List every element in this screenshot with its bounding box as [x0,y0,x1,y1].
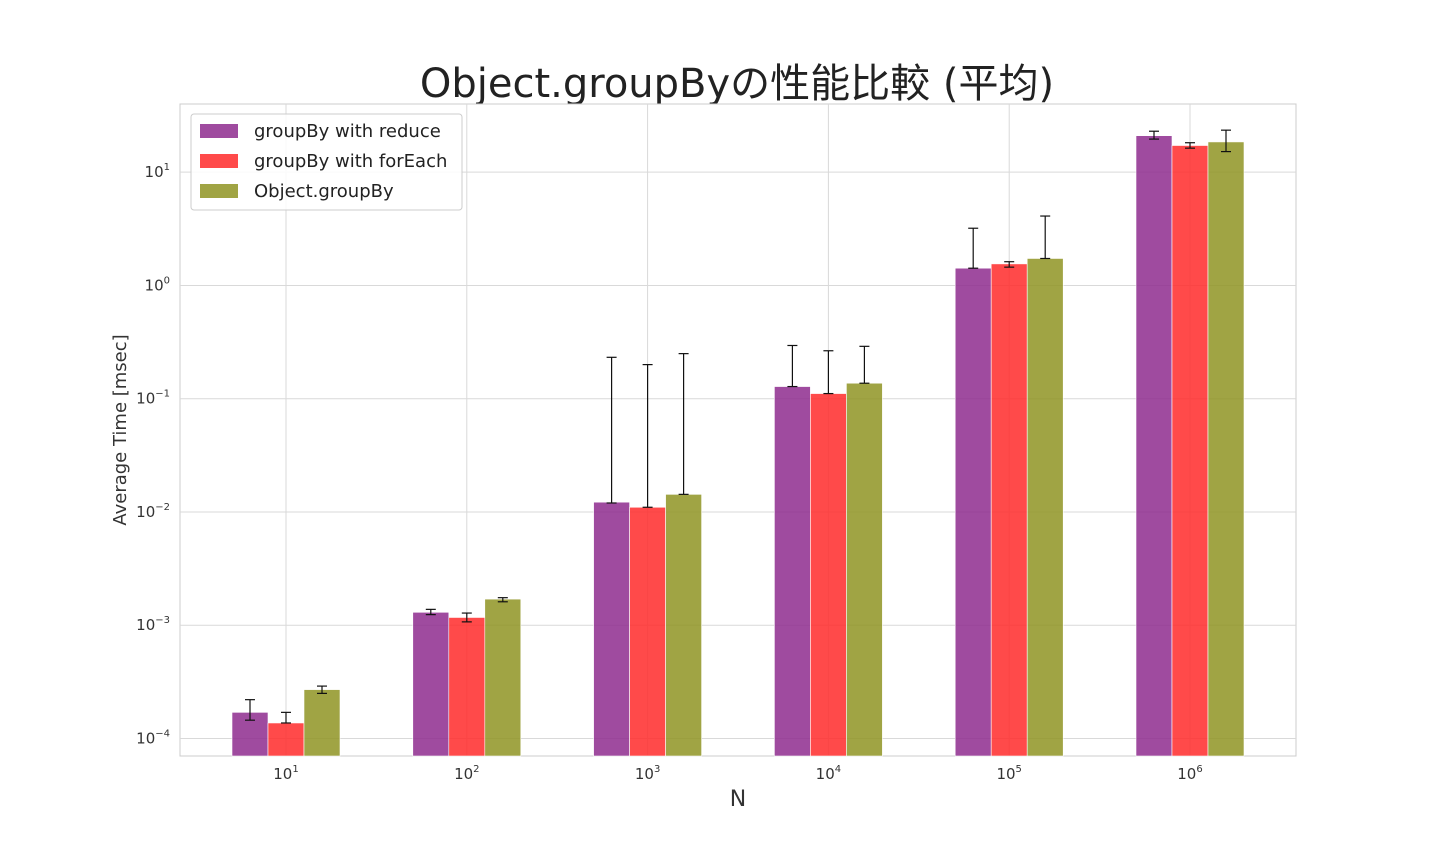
legend-swatch [200,184,238,198]
plot-area [179,103,1297,757]
bar [990,263,1028,757]
bar [448,617,486,757]
legend: groupBy with reduce groupBy with forEach O… [190,113,463,211]
chart-title: Object.groupByの性能比較 (平均) [420,61,1054,107]
x-tick-label: 101 [273,764,298,783]
bar [1026,258,1064,757]
legend-box [190,113,463,211]
legend-swatch [200,124,238,138]
x-tick-label: 105 [996,764,1021,783]
x-tick-label: 104 [816,764,841,783]
y-axis-label: Average Time [msec] [110,334,131,525]
bar [954,267,992,757]
legend-label: groupBy with reduce [254,121,441,142]
bar [846,382,883,757]
bar [665,494,702,757]
bar [303,689,341,757]
bars [231,135,1245,757]
x-tick-label: 106 [1177,764,1202,783]
bar [267,722,305,757]
y-tick-label: 10−1 [136,389,170,408]
y-tick-label: 10−2 [136,502,170,521]
bar [1171,145,1209,757]
y-tick-label: 101 [145,162,170,181]
error-bars [245,129,1231,724]
y-axis-ticks: 10−4 10−3 10−2 10−1 100 101 [136,162,170,747]
x-axis-ticks: 101 102 103 104 105 106 [273,764,1202,783]
bar [412,611,450,757]
legend-label: groupBy with forEach [254,151,447,172]
bar [1207,141,1245,757]
bar [484,598,522,757]
y-tick-label: 10−4 [136,728,170,747]
legend-swatch [200,154,238,168]
bar [774,386,811,757]
y-tick-label: 100 [145,275,170,294]
x-tick-label: 102 [454,764,479,783]
x-tick-label: 103 [635,764,660,783]
bar [593,501,630,757]
legend-label: Object.groupBy [254,181,394,202]
bar [629,506,666,757]
x-axis-label: N [730,787,746,812]
y-tick-label: 10−3 [136,615,170,634]
bar [1135,135,1173,757]
bar [810,393,847,757]
